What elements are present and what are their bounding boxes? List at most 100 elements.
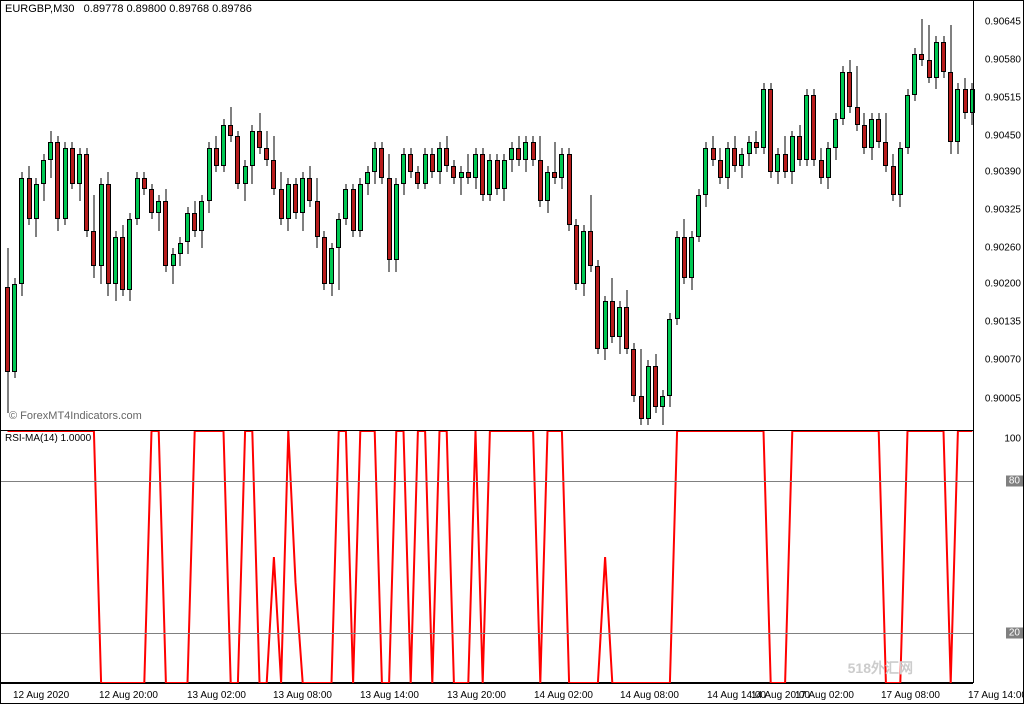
candle[interactable] (948, 1, 953, 431)
candle[interactable] (855, 1, 860, 431)
candle[interactable] (329, 1, 334, 431)
candle[interactable] (761, 1, 766, 431)
candle[interactable] (617, 1, 622, 431)
candle[interactable] (63, 1, 68, 431)
candle[interactable] (473, 1, 478, 431)
candle[interactable] (559, 1, 564, 431)
candle[interactable] (307, 1, 312, 431)
candle[interactable] (437, 1, 442, 431)
candle[interactable] (343, 1, 348, 431)
candle[interactable] (286, 1, 291, 431)
candle[interactable] (487, 1, 492, 431)
candle[interactable] (279, 1, 284, 431)
candle[interactable] (127, 1, 132, 431)
candle[interactable] (941, 1, 946, 431)
candle[interactable] (207, 1, 212, 431)
candle[interactable] (667, 1, 672, 431)
candle[interactable] (639, 1, 644, 431)
candle[interactable] (790, 1, 795, 431)
candle[interactable] (732, 1, 737, 431)
candle[interactable] (747, 1, 752, 431)
candle[interactable] (171, 1, 176, 431)
candle[interactable] (804, 1, 809, 431)
candle[interactable] (523, 1, 528, 431)
candle[interactable] (430, 1, 435, 431)
candle[interactable] (178, 1, 183, 431)
candle[interactable] (77, 1, 82, 431)
candle[interactable] (833, 1, 838, 431)
candle[interactable] (444, 1, 449, 431)
candle[interactable] (797, 1, 802, 431)
candle[interactable] (149, 1, 154, 431)
candle[interactable] (351, 1, 356, 431)
candle[interactable] (480, 1, 485, 431)
candle[interactable] (315, 1, 320, 431)
candle[interactable] (538, 1, 543, 431)
candle[interactable] (185, 1, 190, 431)
candle-area[interactable] (1, 1, 973, 430)
candle[interactable] (495, 1, 500, 431)
candle[interactable] (927, 1, 932, 431)
candle[interactable] (372, 1, 377, 431)
candle[interactable] (768, 1, 773, 431)
candle[interactable] (624, 1, 629, 431)
candle[interactable] (934, 1, 939, 431)
candle[interactable] (91, 1, 96, 431)
candle[interactable] (869, 1, 874, 431)
candle[interactable] (221, 1, 226, 431)
candle[interactable] (41, 1, 46, 431)
candle[interactable] (898, 1, 903, 431)
indicator-chart[interactable]: RSI-MA(14) 1.0000 518外汇网 (1, 431, 973, 683)
candle[interactable] (84, 1, 89, 431)
candle[interactable] (552, 1, 557, 431)
candle[interactable] (163, 1, 168, 431)
candle[interactable] (394, 1, 399, 431)
candle[interactable] (891, 1, 896, 431)
candle[interactable] (156, 1, 161, 431)
candle[interactable] (387, 1, 392, 431)
candle[interactable] (293, 1, 298, 431)
candle[interactable] (19, 1, 24, 431)
candle[interactable] (739, 1, 744, 431)
candle[interactable] (718, 1, 723, 431)
candle[interactable] (228, 1, 233, 431)
candle[interactable] (603, 1, 608, 431)
candle[interactable] (955, 1, 960, 431)
candle[interactable] (876, 1, 881, 431)
candle[interactable] (264, 1, 269, 431)
candle[interactable] (113, 1, 118, 431)
candle[interactable] (595, 1, 600, 431)
candle[interactable] (257, 1, 262, 431)
candle[interactable] (415, 1, 420, 431)
candle[interactable] (142, 1, 147, 431)
candle[interactable] (120, 1, 125, 431)
candle[interactable] (365, 1, 370, 431)
candle[interactable] (48, 1, 53, 431)
candle[interactable] (703, 1, 708, 431)
candle[interactable] (401, 1, 406, 431)
candle[interactable] (653, 1, 658, 431)
candle[interactable] (567, 1, 572, 431)
candle[interactable] (840, 1, 845, 431)
candle[interactable] (775, 1, 780, 431)
main-price-chart[interactable]: EURGBP,M30 0.89778 0.89800 0.89768 0.897… (1, 1, 973, 431)
candle[interactable] (459, 1, 464, 431)
candle[interactable] (199, 1, 204, 431)
candle[interactable] (235, 1, 240, 431)
candle[interactable] (55, 1, 60, 431)
candle[interactable] (905, 1, 910, 431)
candle[interactable] (358, 1, 363, 431)
candle[interactable] (192, 1, 197, 431)
candle[interactable] (588, 1, 593, 431)
candle[interactable] (581, 1, 586, 431)
candle[interactable] (646, 1, 651, 431)
candle[interactable] (919, 1, 924, 431)
candle[interactable] (696, 1, 701, 431)
candle[interactable] (336, 1, 341, 431)
candle[interactable] (963, 1, 968, 431)
candle[interactable] (826, 1, 831, 431)
candle[interactable] (271, 1, 276, 431)
candle[interactable] (106, 1, 111, 431)
candle[interactable] (34, 1, 39, 431)
candle[interactable] (243, 1, 248, 431)
